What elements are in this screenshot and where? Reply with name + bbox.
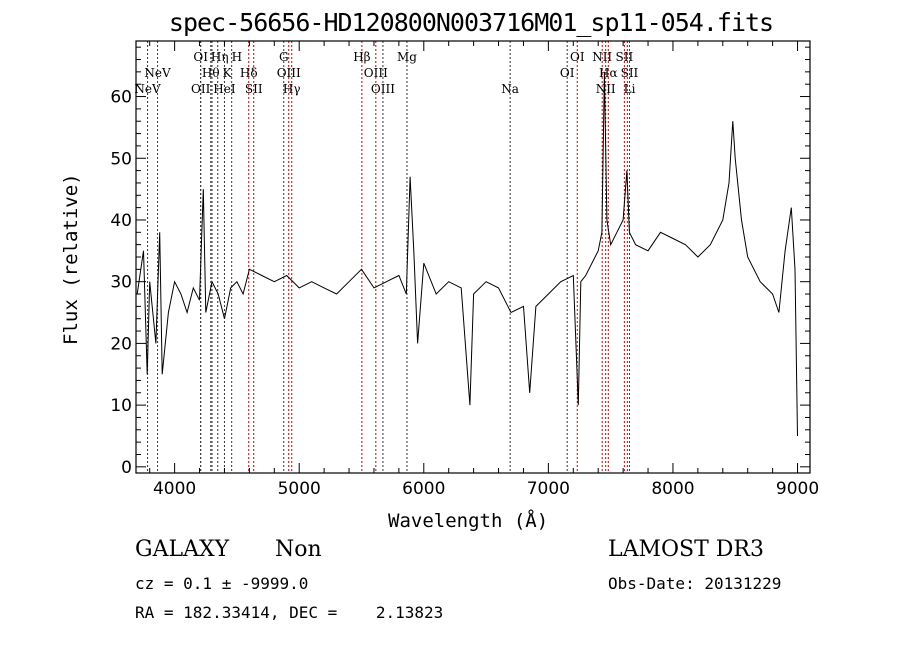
x-tick-label: 6000: [402, 479, 445, 499]
survey-name: LAMOST DR3: [608, 537, 764, 562]
spectral-line-label: K: [223, 66, 233, 80]
spectral-line-label: NeV: [134, 82, 161, 96]
redshift-text: cz = 0.1 ± -9999.0: [135, 574, 309, 593]
spectral-line-label: Na: [501, 82, 519, 96]
x-tick-label: 8000: [651, 479, 694, 499]
spectral-line-label: Hγ: [283, 82, 301, 96]
y-tick-label: 50: [110, 149, 132, 169]
spectral-line-label: NII: [592, 50, 612, 64]
coordinates-text: RA = 182.33414, DEC = 2.13823: [135, 603, 444, 622]
spectral-line-label: Li: [624, 82, 636, 96]
chart-title: spec-56656-HD120800N003716M01_sp11-054.f…: [168, 8, 774, 37]
x-tick-label: 7000: [527, 479, 570, 499]
y-tick-label: 40: [110, 211, 132, 231]
spectral-line-label: OI: [193, 50, 208, 64]
spectral-line-label: NeV: [144, 66, 171, 80]
plot-frame: [135, 40, 811, 474]
spectral-line-label: Hθ: [202, 66, 220, 80]
spectral-line-label: Hη: [211, 50, 229, 64]
spectral-line-label: G: [279, 50, 289, 64]
y-tick-label: 0: [121, 458, 132, 478]
spectral-line-label: Hα: [599, 66, 618, 80]
spectral-line-label: Hδ: [240, 66, 258, 80]
object-subclass: Non: [275, 537, 322, 562]
spectral-line-label: OIII: [277, 66, 301, 80]
spectral-line-label: Mg: [397, 50, 417, 64]
spectral-line-label: SII: [616, 50, 634, 64]
y-tick-label: 10: [110, 396, 132, 416]
obs-date: Obs-Date: 20131229: [608, 574, 782, 593]
x-tick-label: 9000: [776, 479, 819, 499]
spectral-line-label: NII: [596, 82, 616, 96]
spectral-line-label: SII: [245, 82, 263, 96]
x-tick-label: 5000: [278, 479, 321, 499]
spectral-line-label: OI: [570, 50, 585, 64]
spectral-line-label: OI: [560, 66, 575, 80]
y-axis-label: Flux (relative): [60, 173, 82, 345]
spectral-line-label: H: [232, 50, 242, 64]
object-class: GALAXY: [135, 537, 230, 562]
spectral-line-label: OIII: [364, 66, 388, 80]
x-axis-label: Wavelength (Å): [388, 510, 549, 532]
x-tick-label: 4000: [153, 479, 196, 499]
y-tick-label: 60: [110, 88, 132, 108]
spectral-line-label: OIII: [371, 82, 395, 96]
spectrum-line: [136, 71, 798, 437]
y-tick-label: 20: [110, 334, 132, 354]
y-tick-label: 30: [110, 273, 132, 293]
spectral-line-label: Hβ: [353, 50, 370, 64]
